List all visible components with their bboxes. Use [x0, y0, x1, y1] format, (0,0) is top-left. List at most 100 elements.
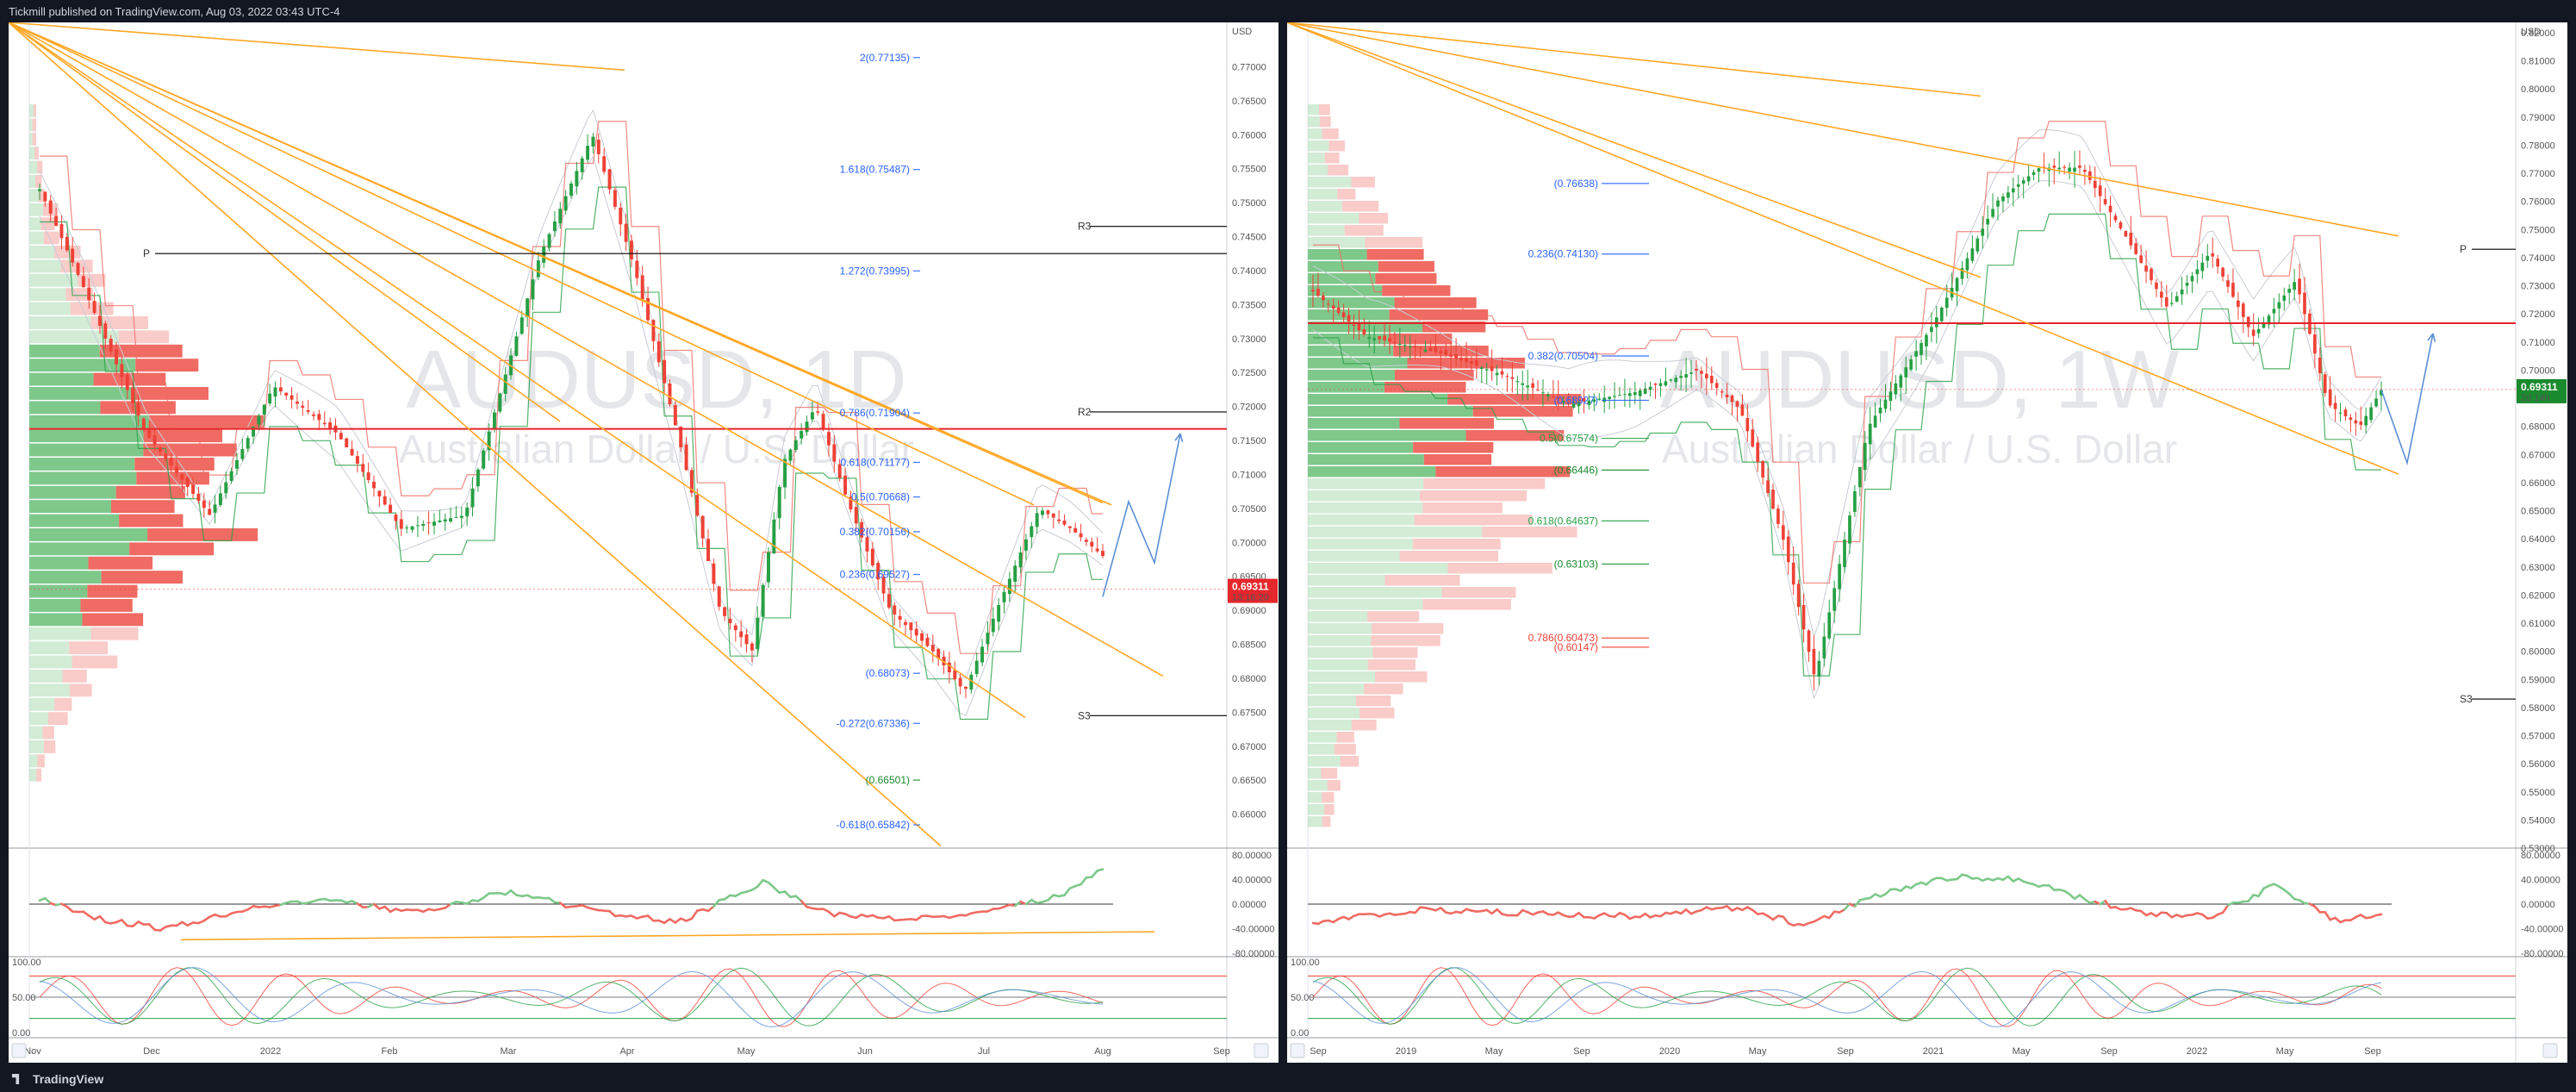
time-tick-label: May: [2013, 1046, 2031, 1057]
bearish-candle: [1449, 354, 1453, 357]
rsi-segment: [383, 905, 392, 914]
volume-profile-bar: [1378, 261, 1434, 272]
bearish-candle: [826, 432, 831, 446]
bullish-candle: [1970, 248, 1975, 261]
bearish-candle: [607, 169, 612, 190]
rsi-segment: [504, 889, 513, 896]
rsi-segment: [1440, 907, 1447, 914]
price-tick-label: 0.72000: [1232, 402, 1266, 413]
volume-profile-bar: [101, 571, 184, 584]
volume-profile-bar: [143, 443, 237, 457]
volume-profile-bar: [29, 316, 91, 329]
time-tick-label: 2021: [1923, 1046, 1944, 1057]
bullish-candle: [1944, 297, 1949, 309]
price-tick-label: 0.67000: [1232, 742, 1266, 752]
bullish-candle: [1643, 388, 1647, 394]
chart-background: [9, 22, 1279, 1063]
bullish-candle: [1689, 372, 1693, 374]
bearish-candle: [2108, 205, 2112, 213]
bullish-candle: [2032, 172, 2036, 175]
price-tick-label: 0.61000: [2521, 619, 2555, 629]
bearish-candle: [2119, 222, 2123, 229]
bearish-candle: [1336, 307, 1341, 314]
rsi-segment: [773, 886, 781, 895]
bearish-candle: [1084, 540, 1088, 542]
rsi-segment: [2247, 894, 2255, 902]
fib-level-label: 0.786(0.60473): [1528, 632, 1598, 644]
volume-profile-bar: [1372, 647, 1418, 658]
volume-profile-bar: [1322, 792, 1335, 803]
bullish-candle: [2057, 167, 2062, 170]
bearish-candle: [723, 607, 727, 616]
volume-profile-bar: [29, 104, 34, 117]
bearish-candle: [1413, 346, 1417, 348]
rsi-segment: [2068, 893, 2076, 901]
bearish-candle: [689, 470, 694, 493]
trendline: [9, 22, 625, 72]
bearish-candle: [870, 548, 874, 566]
bullish-candle: [2287, 289, 2292, 293]
bullish-candle: [986, 633, 990, 645]
bullish-candle: [1372, 338, 1377, 340]
bar-countdown: 13:16:20: [1232, 593, 1269, 603]
bullish-candle: [1669, 379, 1673, 381]
bearish-candle: [1326, 303, 1330, 305]
bullish-candle: [1996, 200, 2000, 207]
volume-profile-bar: [1308, 647, 1373, 658]
upper-band-line: [39, 109, 1104, 679]
pivot-label: P: [2460, 243, 2467, 255]
last-price-value: 0.69311: [2521, 381, 2558, 393]
bullish-candle: [1679, 376, 1683, 378]
price-tick-label: 0.77000: [2521, 169, 2555, 179]
bullish-candle: [1684, 374, 1688, 378]
rsi-segment: [482, 892, 490, 899]
bearish-candle: [613, 190, 617, 207]
chart-panel-daily[interactable]: AUDUSD, 1D Australian Dollar / U.S. Dolla…: [9, 22, 1279, 1063]
bullish-candle: [1007, 578, 1011, 595]
rsi-tick-label: 80.00000: [1232, 851, 1272, 861]
bearish-candle: [739, 631, 744, 638]
bullish-candle: [761, 584, 765, 617]
bullish-candle: [2256, 328, 2261, 334]
fib-level-label: (0.68927): [1554, 394, 1598, 406]
rsi-segment: [147, 923, 156, 932]
rsi-segment: [2221, 904, 2230, 914]
currency-label: USD: [1232, 27, 1252, 37]
volume-profile-bar: [1308, 732, 1337, 743]
volume-profile-bar: [72, 655, 118, 669]
price-tick-label: 0.68500: [1232, 640, 1266, 651]
chart-panel-weekly[interactable]: AUDUSD, 1W Australian Dollar / U.S. Dolla…: [1287, 22, 2567, 1063]
rsi-segment: [2324, 910, 2331, 921]
bullish-candle: [1878, 407, 1882, 414]
fib-level-label: 0.236(0.69527): [840, 569, 910, 581]
lower-band-line: [1312, 179, 2382, 700]
volume-profile-bar: [29, 344, 100, 358]
bearish-candle: [191, 484, 196, 495]
volume-profile-bar: [1308, 249, 1367, 260]
bullish-candle: [974, 660, 979, 675]
bullish-candle: [1857, 466, 1862, 488]
bearish-candle: [2083, 170, 2087, 172]
price-tick-label: 0.76500: [1232, 97, 1266, 107]
price-tick-label: 0.71000: [1232, 470, 1266, 480]
bullish-candle: [1914, 351, 1918, 357]
volume-profile-bar: [1308, 418, 1400, 429]
price-tick-label: 0.73500: [1232, 300, 1266, 310]
volume-profile-bar: [1413, 539, 1501, 550]
bullish-candle: [1526, 385, 1530, 388]
bearish-candle: [312, 414, 316, 416]
volume-profile-bar: [69, 683, 92, 697]
volume-profile-bar: [1336, 732, 1354, 743]
volume-profile-bar: [1308, 792, 1322, 803]
projection-path: [2380, 333, 2434, 466]
bearish-candle: [640, 275, 644, 300]
bullish-candle: [1035, 513, 1039, 527]
volume-profile-bar: [1308, 406, 1473, 417]
volume-profile-bar: [1308, 551, 1400, 562]
time-tick-label: May: [1485, 1046, 1503, 1057]
bullish-candle: [498, 393, 502, 412]
volume-profile-bar: [1308, 237, 1366, 248]
volume-profile-bar: [29, 740, 44, 753]
